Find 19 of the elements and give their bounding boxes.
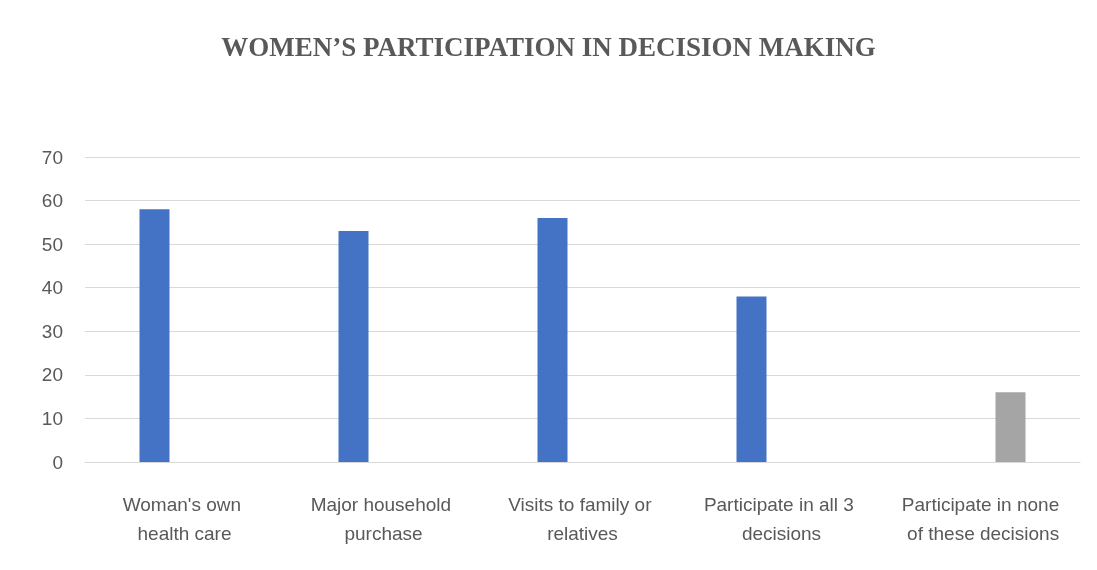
x-tick-label: Participate in none of these decisions [901, 494, 1060, 544]
y-tick-label: 50 [41, 233, 63, 255]
bar [995, 392, 1026, 462]
bar [139, 209, 170, 462]
y-tick-label: 30 [41, 320, 63, 342]
y-tick-label: 70 [41, 146, 63, 168]
bar [338, 231, 369, 462]
y-tick-label: 0 [52, 451, 63, 473]
y-tick-label: 40 [41, 277, 63, 299]
x-tick-label: Woman's own health care [122, 494, 247, 544]
bar [537, 218, 568, 462]
x-tick-label: Visits to family or relatives [508, 494, 657, 544]
x-tick-label: Participate in all 3 decisions [703, 494, 860, 544]
chart-title: WOMEN’S PARTICIPATION IN DECISION MAKING [221, 31, 876, 62]
x-tick-label: Major household purchase [310, 494, 457, 544]
bar [736, 296, 767, 462]
y-tick-label: 60 [41, 190, 63, 212]
y-tick-label: 10 [41, 407, 63, 429]
y-tick-label: 20 [41, 364, 63, 386]
